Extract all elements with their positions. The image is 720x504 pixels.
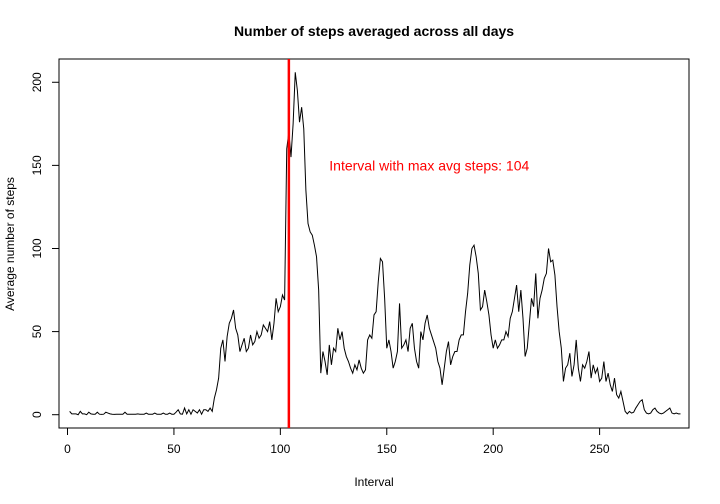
y-axis-label: Average number of steps <box>3 177 17 311</box>
x-tick-label: 0 <box>64 442 71 456</box>
x-tick-label: 250 <box>590 442 610 456</box>
y-tick-label: 150 <box>30 155 44 175</box>
y-tick-label: 0 <box>30 411 44 418</box>
plot-frame <box>58 58 690 429</box>
series-line <box>69 72 681 416</box>
x-axis-label: Interval <box>354 475 393 489</box>
chart-title: Number of steps averaged across all days <box>234 23 514 39</box>
y-tick-label: 50 <box>30 325 44 339</box>
y-tick-label: 200 <box>30 72 44 92</box>
x-axis: 0 50 100 150 200 250 <box>64 427 610 456</box>
x-tick-label: 150 <box>377 442 397 456</box>
max-interval-annotation: Interval with max avg steps: 104 <box>329 157 529 173</box>
y-tick-label: 100 <box>30 238 44 258</box>
y-axis: 0 50 100 150 200 <box>30 72 60 418</box>
x-tick-label: 100 <box>270 442 290 456</box>
x-tick-label: 50 <box>167 442 181 456</box>
x-tick-label: 200 <box>483 442 503 456</box>
